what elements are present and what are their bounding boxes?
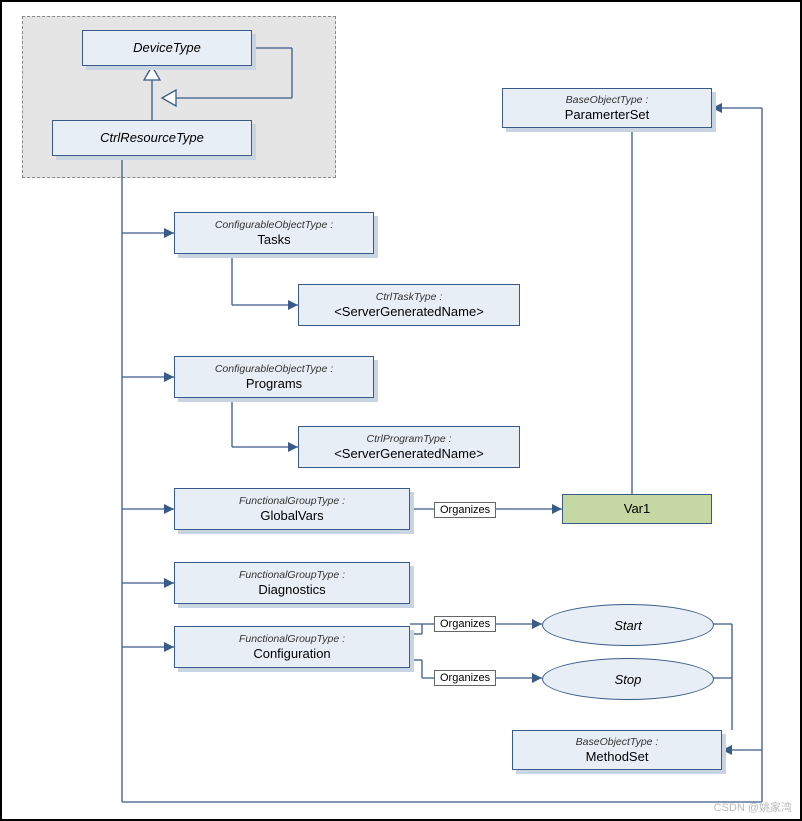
task-child-name: <ServerGeneratedName> <box>334 304 484 320</box>
diagnostics-type: FunctionalGroupType : <box>239 569 345 582</box>
tasks-type: ConfigurableObjectType : <box>215 219 333 232</box>
parameter-set-name: ParamerterSet <box>565 107 650 123</box>
diagnostics-name: Diagnostics <box>258 582 325 598</box>
node-var1: Var1 <box>562 494 712 524</box>
task-child-type: CtrlTaskType : <box>376 291 443 304</box>
configuration-name: Configuration <box>253 646 330 662</box>
method-set-type: BaseObjectType : <box>576 736 659 749</box>
node-program-child: CtrlProgramType : <ServerGeneratedName> <box>298 426 520 468</box>
configuration-type: FunctionalGroupType : <box>239 633 345 646</box>
stop-label: Stop <box>615 672 642 687</box>
programs-type: ConfigurableObjectType : <box>215 363 333 376</box>
edge-label-organizes-2: Organizes <box>434 616 496 632</box>
edge-label-organizes-1: Organizes <box>434 502 496 518</box>
node-task-child: CtrlTaskType : <ServerGeneratedName> <box>298 284 520 326</box>
ctrl-resource-label: CtrlResourceType <box>100 130 204 146</box>
program-child-type: CtrlProgramType : <box>367 433 452 446</box>
tasks-name: Tasks <box>257 232 290 248</box>
node-method-set: BaseObjectType : MethodSet <box>512 730 722 770</box>
node-device-type: DeviceType <box>82 30 252 66</box>
program-child-name: <ServerGeneratedName> <box>334 446 484 462</box>
node-configuration: FunctionalGroupType : Configuration <box>174 626 410 668</box>
parameter-set-type: BaseObjectType : <box>566 94 649 107</box>
var1-name: Var1 <box>624 501 651 517</box>
edge-label-organizes-3: Organizes <box>434 670 496 686</box>
node-diagnostics: FunctionalGroupType : Diagnostics <box>174 562 410 604</box>
programs-name: Programs <box>246 376 302 392</box>
diagram-canvas: DeviceType CtrlResourceType BaseObjectTy… <box>0 0 802 821</box>
method-set-name: MethodSet <box>586 749 649 765</box>
watermark-text: CSDN @姚家湾 <box>714 799 792 815</box>
ellipse-stop: Stop <box>542 658 714 700</box>
node-ctrl-resource-type: CtrlResourceType <box>52 120 252 156</box>
ellipse-start: Start <box>542 604 714 646</box>
start-label: Start <box>614 618 641 633</box>
node-global-vars: FunctionalGroupType : GlobalVars <box>174 488 410 530</box>
node-programs: ConfigurableObjectType : Programs <box>174 356 374 398</box>
global-vars-type: FunctionalGroupType : <box>239 495 345 508</box>
global-vars-name: GlobalVars <box>260 508 323 524</box>
device-type-label: DeviceType <box>133 40 201 56</box>
node-tasks: ConfigurableObjectType : Tasks <box>174 212 374 254</box>
node-parameter-set: BaseObjectType : ParamerterSet <box>502 88 712 128</box>
